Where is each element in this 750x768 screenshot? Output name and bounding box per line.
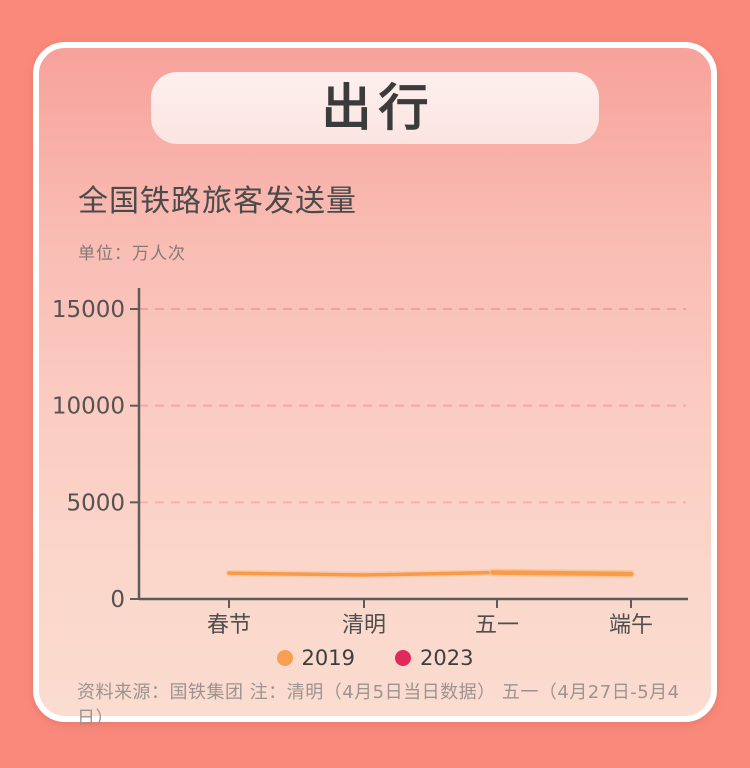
legend-item-2019: 2019 — [276, 646, 355, 670]
line-chart: 0 5000 10000 15000 春节 清明 五一 端午 — [52, 288, 688, 638]
section-badge-label: 出行 — [321, 79, 436, 137]
legend-item-2023: 2023 — [395, 646, 473, 670]
legend-dot-2023-icon — [395, 650, 411, 666]
legend-label-2023: 2023 — [420, 646, 474, 670]
svg-text:15000: 15000 — [52, 297, 125, 323]
chart-title: 全国铁路旅客发送量 — [78, 184, 357, 219]
unit-label: 单位：万人次 — [78, 244, 186, 264]
svg-text:清明: 清明 — [342, 613, 386, 638]
source-note: 资料来源：国铁集团 注：清明（4月5日当日数据） 五一（4月27日-5月4日） — [77, 682, 680, 729]
svg-text:五一: 五一 — [475, 613, 519, 638]
infographic-card: 出行 全国铁路旅客发送量 单位：万人次 0 5000 10000 15000 春节 清明 五… — [33, 42, 717, 729]
legend-label-2019: 2019 — [301, 646, 355, 670]
svg-text:5000: 5000 — [66, 490, 125, 516]
svg-text:春节: 春节 — [207, 613, 251, 638]
svg-text:端午: 端午 — [609, 613, 653, 638]
chart-legend: 2019 2023 — [39, 646, 711, 670]
svg-text:10000: 10000 — [52, 394, 125, 420]
section-badge: 出行 — [151, 72, 599, 144]
svg-text:0: 0 — [110, 587, 125, 613]
legend-dot-2019-icon — [276, 650, 293, 666]
